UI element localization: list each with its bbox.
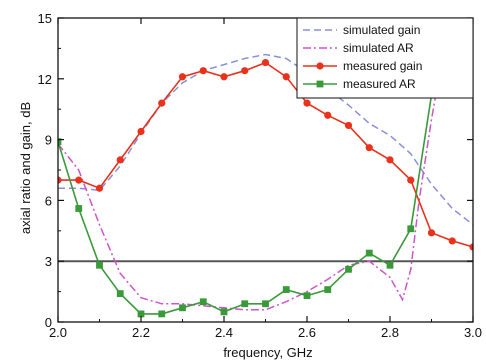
series-line-simulated-gain bbox=[58, 53, 473, 226]
data-point-measured-AR bbox=[345, 265, 352, 273]
data-point-measured-AR bbox=[386, 261, 394, 269]
x-tick-label: 2.0 bbox=[49, 325, 67, 340]
x-tick-label: 2.6 bbox=[298, 325, 316, 340]
y-tick-label: 6 bbox=[45, 193, 52, 208]
data-point-measured-gain bbox=[324, 111, 332, 119]
data-point-measured-gain bbox=[58, 176, 62, 184]
data-point-measured-AR bbox=[75, 205, 83, 212]
data-point-measured-gain bbox=[116, 156, 124, 164]
data-point-measured-AR bbox=[407, 225, 415, 233]
data-point-measured-AR bbox=[179, 304, 186, 312]
legend-label: simulated gain bbox=[343, 23, 420, 37]
y-tick-label: 9 bbox=[45, 133, 52, 148]
data-point-measured-AR bbox=[96, 261, 103, 269]
data-point-measured-AR bbox=[158, 310, 166, 318]
data-point-measured-AR bbox=[137, 310, 145, 318]
x-tick-label: 2.2 bbox=[132, 325, 150, 340]
data-point-measured-gain bbox=[407, 176, 415, 184]
series-line-simulated-AR bbox=[58, 18, 454, 311]
data-point-measured-gain bbox=[95, 184, 104, 192]
y-tick-label: 3 bbox=[45, 254, 52, 269]
data-point-measured-AR bbox=[58, 138, 62, 146]
plot-area bbox=[58, 18, 473, 318]
data-point-measured-AR bbox=[116, 290, 124, 298]
data-point-measured-gain bbox=[469, 243, 473, 251]
x-tick-label: 2.8 bbox=[381, 325, 399, 340]
data-point-measured-gain bbox=[386, 156, 394, 164]
data-point-measured-gain bbox=[448, 237, 456, 245]
data-point-measured-AR bbox=[282, 286, 290, 293]
y-tick-label: 0 bbox=[45, 315, 52, 330]
y-axis-label: axial ratio and gain, dB bbox=[18, 102, 33, 234]
series-line-measured-AR bbox=[58, 18, 454, 315]
legend-marker bbox=[316, 62, 324, 70]
data-point-measured-AR bbox=[303, 292, 311, 300]
axes: 2.0 2.2 2.4 2.6 2.8 3.0 0 3 6 9 12 15 bbox=[38, 11, 483, 340]
data-point-measured-AR bbox=[262, 300, 269, 308]
data-point-measured-gain bbox=[220, 73, 228, 81]
data-point-measured-gain bbox=[344, 121, 353, 130]
data-point-measured-gain bbox=[365, 144, 373, 152]
x-tick-label: 2.4 bbox=[215, 325, 233, 340]
y-tick-label: 12 bbox=[38, 72, 52, 87]
legend-label: simulated AR bbox=[343, 41, 414, 55]
data-point-measured-gain bbox=[282, 73, 290, 81]
x-tick-label: 3.0 bbox=[464, 325, 482, 340]
data-point-measured-gain bbox=[199, 67, 207, 75]
data-point-measured-gain bbox=[261, 58, 270, 67]
y-tick-label: 15 bbox=[38, 11, 52, 26]
data-point-measured-AR bbox=[220, 308, 228, 316]
legend-marker bbox=[316, 80, 324, 88]
legend: simulated gain simulated AR measured gain m… bbox=[296, 17, 474, 99]
legend-label: measured gain bbox=[343, 59, 422, 73]
data-point-measured-gain bbox=[75, 176, 83, 184]
data-point-measured-AR bbox=[241, 300, 249, 308]
data-point-measured-AR bbox=[199, 298, 207, 306]
data-point-measured-AR bbox=[365, 249, 373, 257]
data-point-measured-AR bbox=[324, 286, 332, 293]
data-point-measured-gain bbox=[427, 229, 436, 237]
data-point-measured-gain bbox=[241, 67, 249, 75]
data-point-measured-gain bbox=[303, 99, 311, 107]
data-point-measured-gain bbox=[158, 99, 166, 107]
legend-label: measured AR bbox=[343, 77, 416, 91]
data-point-measured-gain bbox=[178, 73, 187, 81]
x-axis-label: frequency, GHz bbox=[223, 345, 312, 360]
data-point-measured-gain bbox=[137, 127, 145, 136]
